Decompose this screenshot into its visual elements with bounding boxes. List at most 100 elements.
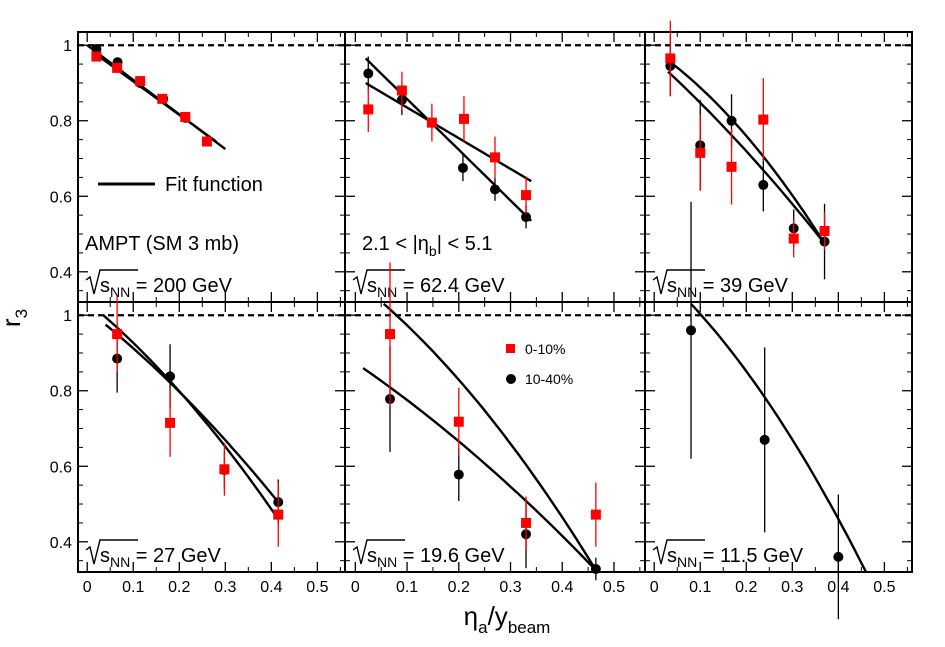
model-note: AMPT (SM 3 mb) [85, 233, 239, 255]
energy-label-sub: NN [377, 554, 397, 570]
point-central [458, 113, 469, 124]
energy-label-sub: NN [110, 554, 130, 570]
legend-circle-marker [506, 374, 516, 384]
point-midcentral [165, 371, 176, 382]
point-midcentral [686, 325, 697, 336]
energy-label: sNN = 27 GeV [100, 545, 222, 570]
point-central [112, 329, 123, 340]
panel-1: 1 0.8 0.6 0.4 sNN = 200 GeV [50, 31, 346, 303]
y-tick-label: 0.6 [50, 189, 72, 206]
point-midcentral [833, 551, 844, 562]
x-axis-title-sub2: beam [508, 618, 551, 637]
point-central [521, 190, 532, 201]
energy-label: sNN = 19.6 GeV [367, 545, 505, 570]
panel-2: sNN = 62.4 GeV [344, 31, 646, 303]
point-central [521, 517, 532, 528]
point-midcentral [758, 179, 769, 190]
energy-label-sub: NN [377, 284, 397, 300]
energy-label-s: s [100, 545, 110, 567]
energy-label-sub: NN [110, 284, 130, 300]
fit-curve [365, 81, 532, 183]
y-tick-label: 0.4 [50, 265, 72, 282]
point-midcentral [521, 212, 532, 223]
y-tick-label: 1 [63, 308, 72, 325]
fit-curve [104, 323, 280, 503]
energy-label-sub: NN [677, 284, 697, 300]
energy-label-value: = 11.5 GeV [697, 545, 803, 567]
point-midcentral [759, 434, 770, 445]
point-central [590, 509, 601, 520]
x-axis-title: ηa/ybeam [464, 601, 551, 637]
y-axis-title-sub: 3 [12, 309, 31, 318]
energy-label-value: = 62.4 GeV [397, 275, 505, 297]
panel-4: 1 0.8 0.6 0.4 0 0.1 0.2 0.3 0.4 0.5 sNN = 27 GeV [50, 296, 346, 596]
point-central [726, 161, 737, 172]
panel-3: sNN = 39 GeV [644, 20, 913, 303]
x-tick-label: 0.5 [873, 579, 895, 596]
energy-label-s: s [667, 275, 677, 297]
y-tick-label: 1 [63, 38, 72, 55]
point-midcentral [363, 68, 374, 79]
point-central [135, 76, 146, 87]
x-tick-label: 0 [83, 579, 92, 596]
point-central [201, 136, 212, 147]
x-axis-title-main: η [464, 601, 478, 631]
x-tick-label: 0.2 [168, 579, 190, 596]
point-central [695, 147, 706, 158]
panel-frame [77, 301, 346, 573]
point-central [180, 111, 191, 122]
y-tick-label: 0.8 [50, 114, 72, 131]
x-tick-label: 0.5 [306, 579, 328, 596]
energy-label-value: = 200 GeV [130, 275, 232, 297]
fit-curve [667, 59, 826, 245]
panel-frame [644, 301, 913, 573]
energy-label-value: = 39 GeV [697, 275, 788, 297]
x-tick-label: 0.1 [689, 579, 711, 596]
y-axis-title-main: r [0, 318, 26, 327]
y-tick-label: 0.6 [50, 459, 72, 476]
x-tick-label: 0.2 [735, 579, 757, 596]
point-midcentral [91, 43, 102, 54]
point-central [273, 509, 284, 520]
point-central [665, 53, 676, 64]
energy-label-s: s [667, 545, 677, 567]
eta-cut-end: | < 5.1 [437, 233, 493, 255]
point-midcentral [726, 115, 737, 126]
legend-midcentral-label: 10-40% [525, 371, 573, 387]
energy-label: sNN = 11.5 GeV [667, 545, 804, 570]
x-tick-label: 0 [650, 579, 659, 596]
y-tick-label: 0.8 [50, 384, 72, 401]
point-central [91, 51, 102, 62]
legend-central-label: 0-10% [525, 341, 565, 357]
point-midcentral [490, 184, 500, 195]
energy-label-s: s [100, 275, 110, 297]
energy-label-sub: NN [677, 554, 697, 570]
point-central [819, 226, 830, 237]
energy-label: sNN = 200 GeV [100, 275, 233, 300]
x-tick-label: 0.2 [448, 579, 470, 596]
legend-fit: Fit function [98, 174, 263, 196]
y-tick-label: 0.4 [50, 535, 72, 552]
x-tick-label: 0.5 [603, 579, 625, 596]
fit-curve [667, 70, 826, 245]
point-central [758, 114, 769, 125]
legend-square-marker [506, 344, 515, 353]
x-tick-label: 0.3 [214, 579, 236, 596]
sqrt-sign [85, 539, 138, 565]
legend-fit-label: Fit function [165, 174, 263, 196]
fit-curve [362, 367, 597, 571]
point-central [396, 85, 407, 96]
x-tick-label: 0.4 [551, 579, 573, 596]
point-central [112, 62, 123, 73]
fit-curve [364, 57, 533, 222]
sqrt-sign [352, 539, 405, 565]
y-axis-title: r3 [0, 309, 31, 327]
x-axis-title-mid: /y [488, 601, 508, 631]
energy-label-value: = 27 GeV [130, 545, 221, 567]
energy-label: sNN = 62.4 GeV [367, 275, 505, 300]
